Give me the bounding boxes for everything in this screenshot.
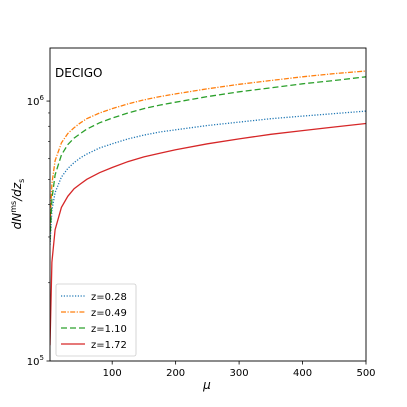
series-layer xyxy=(50,70,366,346)
legend-label: z=1.72 xyxy=(91,340,127,351)
y-axis-label: dNms/dzs xyxy=(9,179,26,230)
legend-label: z=0.49 xyxy=(91,308,127,319)
y-axis-ticks: 105 106 xyxy=(27,94,50,368)
x-tick-label: 200 xyxy=(166,368,185,379)
series-line-3 xyxy=(50,76,366,241)
legend-frame xyxy=(55,283,137,357)
x-axis-ticks: 100 200 300 400 500 xyxy=(103,361,376,379)
legend: z=0.28 z=0.49 z=1.10 z=1.72 xyxy=(55,283,137,357)
x-tick-label: 500 xyxy=(356,368,375,379)
series-line-2 xyxy=(50,70,366,227)
y-tick-label: 106 xyxy=(27,94,45,108)
x-axis-label: μ xyxy=(202,378,211,392)
y-tick-label: 105 xyxy=(27,354,44,368)
legend-label: z=1.10 xyxy=(91,324,127,335)
chart-annotation: DECIGO xyxy=(55,66,102,80)
series-line-4 xyxy=(50,122,366,346)
x-tick-label: 400 xyxy=(293,368,312,379)
legend-label: z=0.28 xyxy=(91,292,127,303)
series-line-1 xyxy=(50,110,366,245)
x-tick-label: 300 xyxy=(230,368,249,379)
x-tick-label: 100 xyxy=(103,368,122,379)
